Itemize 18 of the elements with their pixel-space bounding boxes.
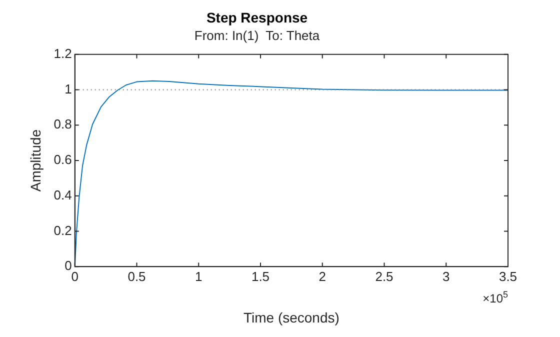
x-tick-label: 3.5 (498, 268, 518, 284)
y-tick-label: 0 (64, 258, 72, 274)
y-tick-label: 1 (64, 81, 72, 96)
x-tick-label: 1 (195, 268, 202, 284)
x-tick-label: 3 (442, 268, 450, 284)
y-axis-title: Amplitude (27, 129, 44, 192)
x-tick-label: 0.5 (128, 268, 146, 284)
y-tick-label: 0.4 (54, 187, 72, 202)
chart-title: Step Response (206, 9, 308, 26)
x-tick-label: 2.5 (375, 268, 394, 284)
x-axis-title: Time (seconds) (243, 309, 340, 326)
y-tick-label: 1.2 (54, 46, 72, 61)
chart-subtitle: From: In(1) To: Theta (194, 28, 320, 44)
y-tick-label: 0.6 (54, 152, 72, 168)
x-tick-label: 2 (318, 268, 326, 284)
y-tick-label: 0.2 (54, 222, 72, 238)
y-tick-label: 0.8 (54, 116, 72, 132)
x-tick-label: 1.5 (251, 268, 270, 284)
